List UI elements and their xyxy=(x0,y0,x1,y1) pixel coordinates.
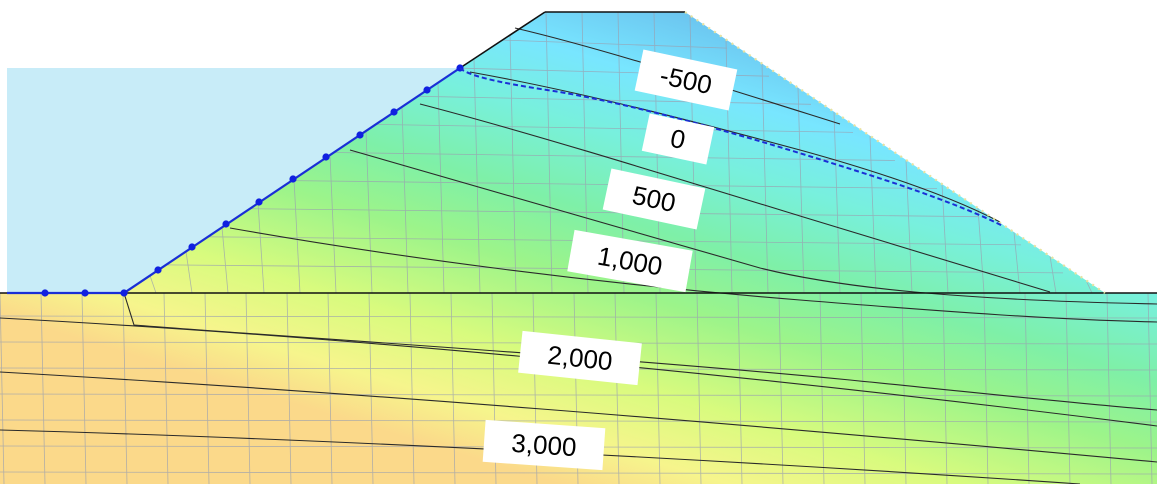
mesh-line xyxy=(1147,292,1153,484)
boundary-node xyxy=(289,175,297,183)
mesh-line xyxy=(509,34,517,294)
mesh-line xyxy=(655,292,661,484)
mesh-line xyxy=(221,227,229,294)
boundary-node xyxy=(322,153,330,161)
contour-label-500: 500 xyxy=(602,168,706,230)
mesh-line xyxy=(365,130,373,294)
contour-label-1000: 1,000 xyxy=(567,229,693,293)
mesh-line xyxy=(941,183,949,294)
mesh-line xyxy=(437,82,445,294)
mesh-line xyxy=(983,292,989,484)
contour-label-2000: 2,000 xyxy=(518,330,642,386)
boundary-node xyxy=(81,289,89,297)
mesh-line xyxy=(0,292,5,484)
boundary-node xyxy=(356,131,364,139)
mesh-line xyxy=(293,179,301,294)
mesh-line xyxy=(819,292,825,484)
mesh-line xyxy=(376,124,854,133)
contour-line xyxy=(229,227,1157,323)
contour-label-3000: 3,000 xyxy=(482,419,606,471)
mesh-line xyxy=(40,292,46,484)
mesh-line xyxy=(149,275,157,294)
contour-label-text: 0 xyxy=(668,123,688,155)
mesh-line xyxy=(185,251,193,294)
mesh-line xyxy=(0,471,1157,475)
boundary-node xyxy=(188,243,196,251)
boundary-nodes xyxy=(41,64,464,297)
mesh-line xyxy=(545,12,553,294)
mesh-line xyxy=(869,135,877,294)
mesh-line xyxy=(81,292,87,484)
mesh-line xyxy=(204,292,210,484)
mesh-line xyxy=(696,292,702,484)
mesh-line xyxy=(737,292,743,484)
mesh-line xyxy=(905,159,913,294)
mesh-line xyxy=(286,292,292,484)
contour-label-text: 2,000 xyxy=(546,340,614,377)
boundary-node xyxy=(120,289,128,297)
boundary-node xyxy=(222,220,230,228)
mesh-line xyxy=(368,292,374,484)
mesh-line xyxy=(1024,292,1030,484)
mesh-line xyxy=(245,292,251,484)
dam-outline xyxy=(0,11,1157,294)
mesh-line xyxy=(778,292,784,484)
boundary-node xyxy=(390,108,398,116)
mesh-line xyxy=(761,63,769,294)
contour-labels: -500 0 500 1,000 2,000 3,000 xyxy=(482,49,738,471)
mesh-line xyxy=(329,155,337,294)
mesh-line xyxy=(942,292,948,484)
mesh-line xyxy=(977,208,985,294)
mesh-line xyxy=(250,208,980,218)
contour-label-text: 3,000 xyxy=(510,428,577,462)
mesh-line xyxy=(1065,292,1071,484)
contour-label-0: 0 xyxy=(641,113,715,165)
mesh-line xyxy=(327,292,333,484)
mesh-line xyxy=(473,58,481,294)
mesh-line xyxy=(450,292,456,484)
contour-line xyxy=(0,317,1157,427)
mesh-line xyxy=(0,393,1157,397)
contour-line xyxy=(0,371,1157,463)
mesh-line xyxy=(401,106,409,294)
boundary-node xyxy=(154,266,162,274)
contour-line xyxy=(349,149,1157,305)
mesh-line xyxy=(257,203,265,294)
reservoir-water xyxy=(7,68,460,293)
mesh-line xyxy=(833,111,841,294)
mesh-line xyxy=(1049,256,1057,294)
boundary-node xyxy=(423,86,431,94)
mesh-line xyxy=(0,419,1157,423)
mesh-line xyxy=(901,292,907,484)
contour-line xyxy=(419,103,1051,293)
mesh-line xyxy=(1106,292,1112,484)
contour-line xyxy=(469,71,1001,223)
mesh-line xyxy=(0,315,1157,319)
mesh-line xyxy=(1085,280,1093,294)
phreatic-line xyxy=(459,67,1004,227)
mesh-line xyxy=(797,87,805,294)
contour-label-minus-500: -500 xyxy=(634,49,738,111)
mesh-line xyxy=(334,152,896,161)
mesh-line xyxy=(614,292,620,484)
boundary-node xyxy=(41,289,49,297)
mesh-line xyxy=(860,292,866,484)
seepage-face xyxy=(684,11,1106,294)
mesh-line xyxy=(409,292,415,484)
mesh-line xyxy=(163,292,169,484)
boundary-node xyxy=(255,198,263,206)
upstream-face-top xyxy=(459,11,546,69)
mesh-line xyxy=(418,95,812,105)
mesh-line xyxy=(502,39,728,49)
